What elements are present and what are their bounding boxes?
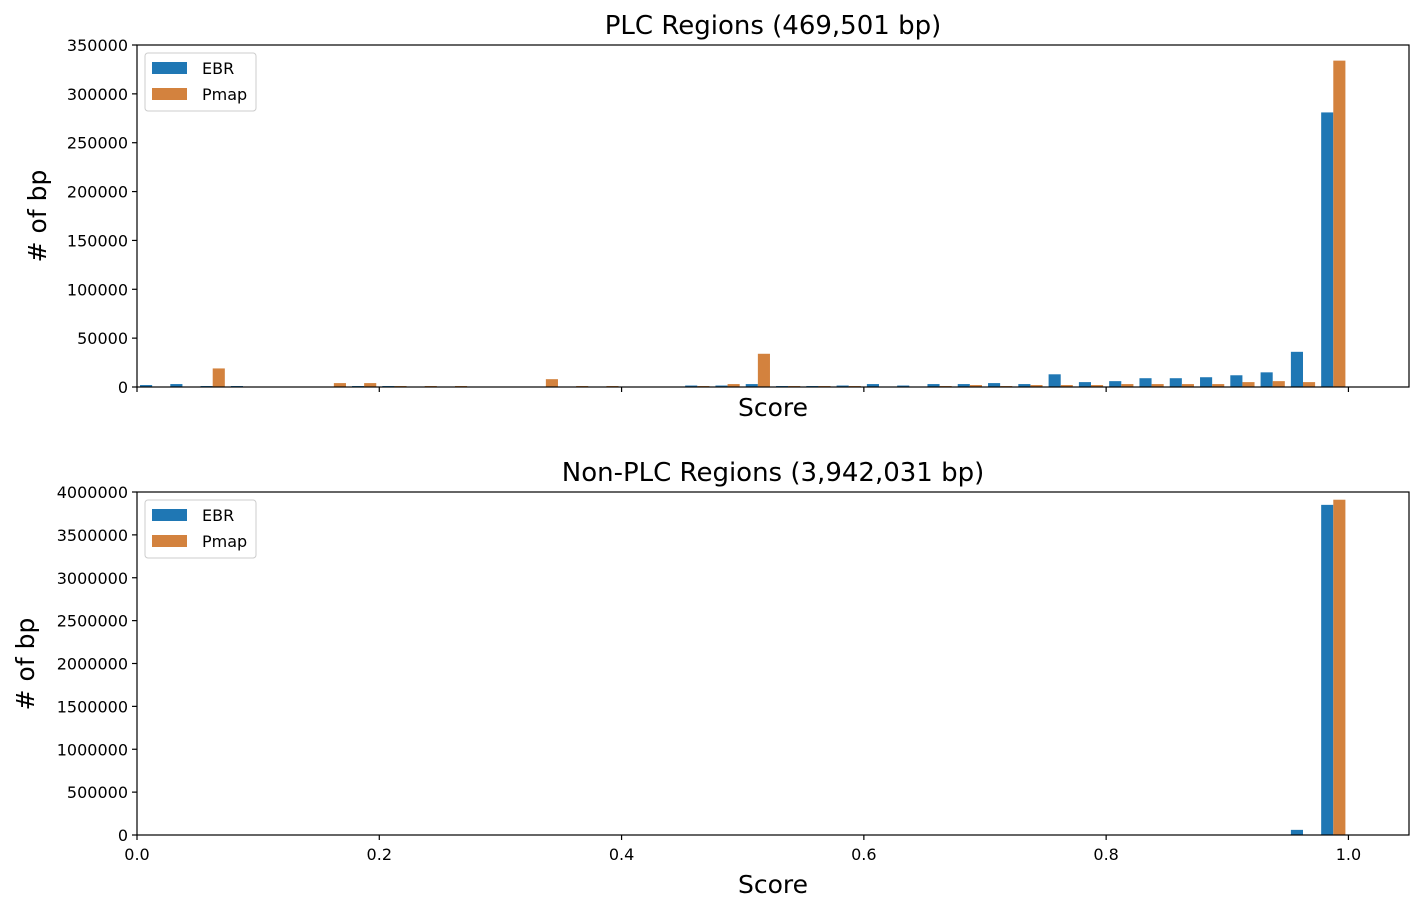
y-tick-label: 300000 [67, 85, 128, 104]
y-tick-label: 3000000 [57, 569, 128, 588]
bar-pmap-20 [757, 353, 770, 387]
bar-pmap-38 [1303, 382, 1316, 387]
y-tick-label: 2000000 [57, 655, 128, 674]
y-tick-label: 150000 [67, 231, 128, 250]
bar-pmap-13 [545, 379, 558, 387]
legend-label-pmap: Pmap [202, 532, 247, 551]
bar-ebr-24 [866, 384, 879, 387]
bar-pmap-39 [1333, 499, 1346, 835]
bar-ebr-27 [957, 384, 970, 387]
bar-ebr-38 [1290, 829, 1303, 835]
y-tick-label: 350000 [67, 36, 128, 55]
y-tick-label: 200000 [67, 183, 128, 202]
bar-ebr-34 [1169, 378, 1182, 387]
y-axis: 0 500000 1000000 1500000 2000000 2500000 30000… [57, 483, 137, 845]
bar-pmap-27 [969, 385, 982, 387]
bar-pmap-33 [1151, 384, 1164, 387]
plot-frame [136, 491, 1410, 836]
x-tick-label: 0.6 [851, 845, 876, 864]
legend-swatch-pmap [152, 535, 187, 547]
y-tick-label: 0 [118, 378, 128, 397]
x-axis-label: Score [738, 870, 808, 899]
y-tick-label: 1000000 [57, 740, 128, 759]
bar-ebr-25 [897, 385, 910, 387]
bar-ebr-36 [1230, 375, 1243, 387]
bar-pmap-32 [1121, 384, 1134, 387]
plot-frame [136, 44, 1410, 388]
bar-ebr-30 [1048, 374, 1061, 387]
bar-ebr-18 [685, 385, 698, 387]
y-tick-label: 100000 [67, 280, 128, 299]
x-tick-label: 0.2 [367, 845, 392, 864]
x-tick-label: 1.0 [1336, 845, 1361, 864]
bar-pmap-19 [727, 384, 740, 387]
legend-swatch-ebr [152, 509, 187, 521]
chart-plc-regions: PLC Regions (469,501 bp) 0 50000 100000 150… [23, 11, 1410, 422]
bar-pmap-37 [1272, 381, 1285, 387]
y-tick-label: 500000 [67, 783, 128, 802]
bar-ebr-26 [927, 384, 940, 387]
bar-ebr-39 [1321, 112, 1334, 388]
bar-pmap-35 [1212, 384, 1225, 387]
y-tick-label: 0 [118, 826, 128, 845]
bar-pmap-31 [1091, 385, 1104, 387]
x-tick-label: 0.0 [124, 845, 149, 864]
bar-pmap-30 [1060, 385, 1073, 387]
y-tick-label: 1500000 [57, 697, 128, 716]
bar-ebr-29 [1018, 384, 1031, 387]
bar-pmap-29 [1030, 385, 1043, 387]
bars-group [1290, 499, 1346, 835]
x-axis [136, 387, 1350, 392]
y-tick-label: 250000 [67, 134, 128, 153]
bar-ebr-33 [1139, 378, 1152, 387]
bar-ebr-19 [715, 385, 728, 387]
legend-label-ebr: EBR [202, 59, 234, 78]
y-axis-label: # of bp [23, 170, 52, 263]
bar-ebr-39 [1321, 504, 1334, 835]
y-tick-label: 2500000 [57, 612, 128, 631]
legend-swatch-pmap [152, 88, 187, 100]
y-tick-label: 4000000 [57, 483, 128, 502]
chart-title: Non-PLC Regions (3,942,031 bp) [562, 458, 985, 488]
chart-non-plc-regions: Non-PLC Regions (3,942,031 bp) 0 500000 10… [11, 458, 1410, 899]
y-axis: 0 50000 100000 150000 200000 250000 300000 3500… [67, 36, 137, 397]
y-tick-label: 3500000 [57, 526, 128, 545]
bar-pmap-2 [212, 368, 225, 387]
bar-ebr-1 [170, 384, 183, 387]
legend-label-pmap: Pmap [202, 85, 247, 104]
bar-ebr-35 [1200, 377, 1213, 387]
bar-ebr-28 [988, 383, 1001, 387]
bar-ebr-0 [140, 385, 153, 387]
legend-swatch-ebr [152, 62, 187, 74]
bar-ebr-32 [1109, 381, 1122, 387]
x-axis: 0.0 0.2 0.4 0.6 0.8 1.0 [124, 835, 1361, 864]
bar-ebr-37 [1260, 372, 1273, 387]
legend: EBR Pmap [144, 499, 257, 559]
chart-title: PLC Regions (469,501 bp) [605, 11, 941, 41]
y-axis-label: # of bp [11, 618, 40, 711]
bar-pmap-39 [1333, 60, 1346, 387]
bar-pmap-7 [364, 383, 377, 387]
x-tick-label: 0.4 [609, 845, 634, 864]
y-tick-label: 50000 [77, 329, 128, 348]
bar-ebr-38 [1290, 351, 1303, 387]
bar-pmap-36 [1242, 382, 1255, 387]
bar-ebr-20 [745, 384, 758, 387]
bar-pmap-6 [333, 383, 346, 387]
legend-label-ebr: EBR [202, 506, 234, 525]
x-tick-label: 0.8 [1093, 845, 1118, 864]
legend: EBR Pmap [144, 52, 257, 112]
bar-ebr-23 [836, 385, 849, 387]
bar-ebr-31 [1078, 382, 1091, 387]
bars-group [140, 60, 1346, 388]
x-axis-label: Score [738, 393, 808, 422]
bar-pmap-34 [1181, 384, 1194, 387]
